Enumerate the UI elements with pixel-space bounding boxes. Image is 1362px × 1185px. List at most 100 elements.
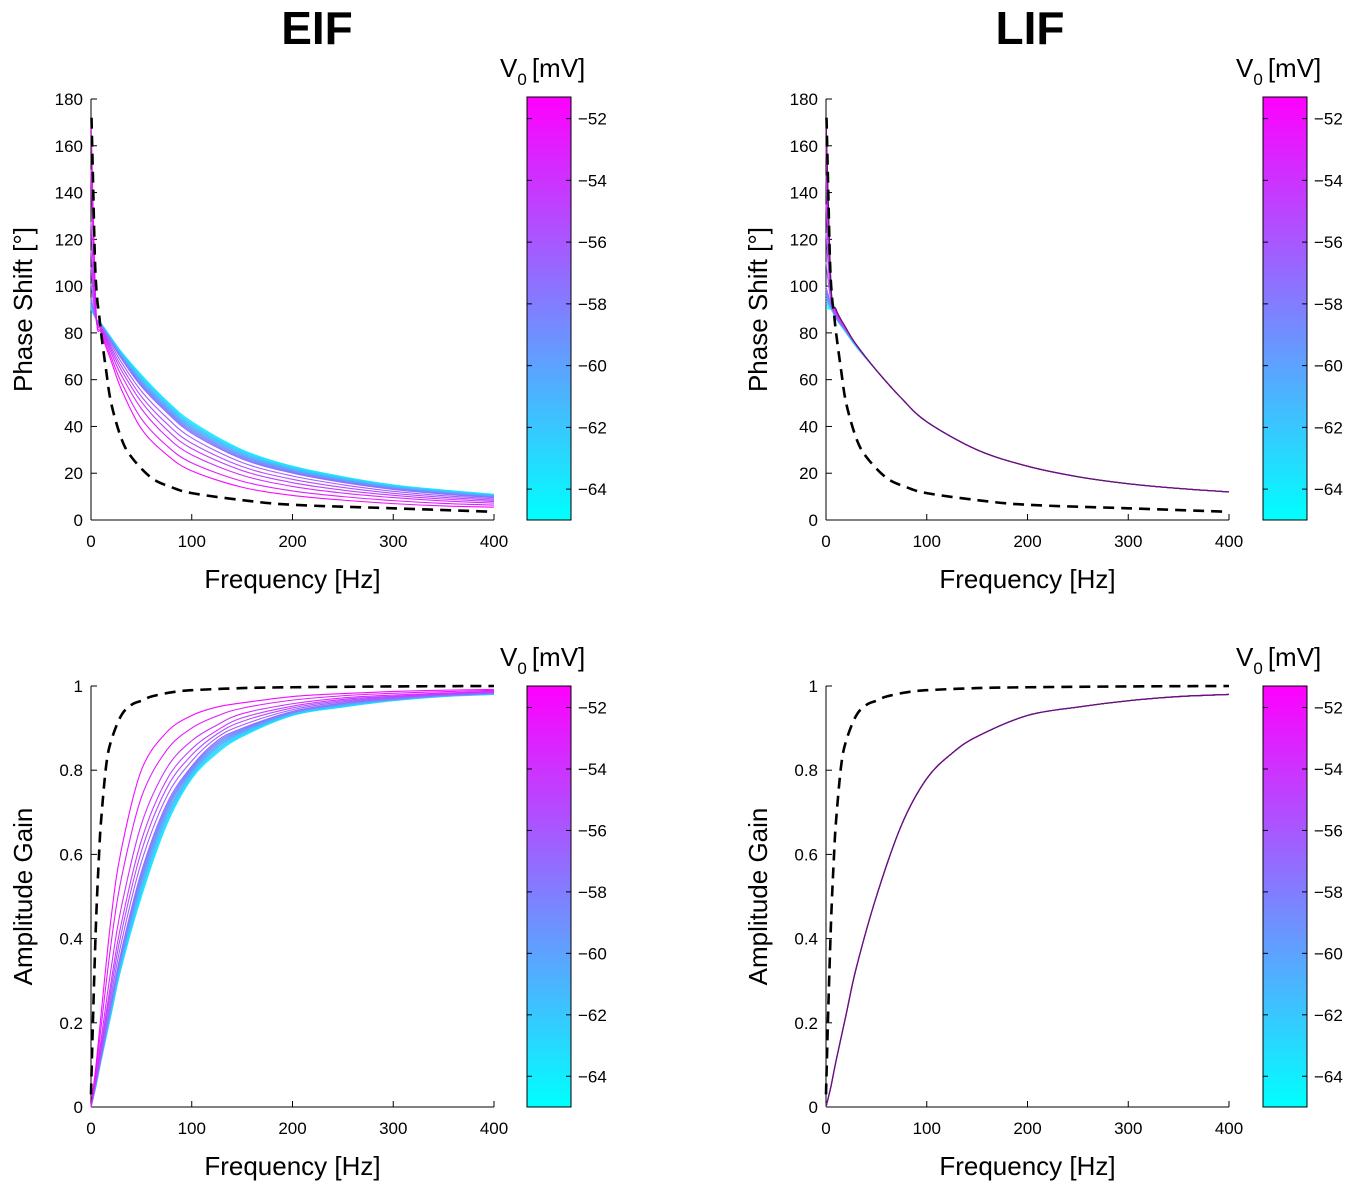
voltage-curve [90, 307, 495, 496]
x-tick-label: 300 [379, 1119, 407, 1138]
colorbar-gradient [1262, 96, 1308, 521]
x-tick-label: 400 [1215, 532, 1243, 551]
y-axis-label: Amplitude Gain [8, 808, 38, 986]
y-tick-label: 0.6 [794, 845, 818, 864]
voltage-curve [90, 692, 495, 1108]
panel-eif-phase: 0 20 40 60 80 100 120 140 160 180 0 100 200 300 400 Fre… [8, 90, 508, 594]
colorbar-label-subscript: 0 [1253, 659, 1262, 678]
reference-dashed-curve [825, 117, 1230, 514]
x-tick-label: 200 [1013, 1119, 1041, 1138]
colorbar-tick-label: −60 [1314, 944, 1343, 963]
x-tick-label: 100 [178, 532, 206, 551]
y-tick-label: 140 [55, 184, 83, 203]
y-tick-label: 0 [809, 511, 818, 530]
voltage-curve [825, 693, 1230, 1108]
y-tick-label: 0.2 [794, 1014, 818, 1033]
y-tick-label: 80 [799, 324, 818, 343]
y-tick-label: 0 [809, 1098, 818, 1117]
x-tick-label: 0 [821, 532, 830, 551]
x-tick-label: 100 [913, 1119, 941, 1138]
colorbar-tick-label: −56 [1314, 821, 1343, 840]
colorbar-tick-label: −62 [1314, 418, 1343, 437]
voltage-curves [90, 117, 495, 508]
colorbar-tick-label: −60 [1314, 357, 1343, 376]
colorbar-label-subscript: 0 [517, 659, 526, 678]
voltage-curve [825, 286, 1230, 493]
voltage-curve [825, 693, 1230, 1108]
voltage-curve [825, 693, 1230, 1108]
voltage-curve [825, 693, 1230, 1108]
voltage-curve [825, 693, 1230, 1108]
colorbar-tick-label: −58 [578, 883, 607, 902]
column-title-eif: EIF [281, 2, 353, 54]
voltage-curves [825, 693, 1230, 1108]
colorbar-tick-label: −52 [1314, 110, 1343, 129]
colorbar-tick-label: −56 [578, 233, 607, 252]
voltage-curve [90, 693, 495, 1108]
y-tick-label: 160 [55, 137, 83, 156]
voltage-curve [825, 693, 1230, 1108]
colorbar-label: V0 [mV] [500, 642, 585, 678]
voltage-curve [90, 250, 495, 503]
x-tick-label: 400 [480, 532, 508, 551]
colorbar-label-main: V [1236, 642, 1254, 672]
colorbar-lif-phase: −52 −54 −56 −58 −60 −62 −64 V0 [mV] [1236, 53, 1343, 521]
y-tick-label: 100 [790, 277, 818, 296]
voltage-curve [825, 693, 1230, 1108]
colorbar-label-main: V [1236, 53, 1254, 83]
colorbar-gradient [526, 685, 572, 1108]
panel-lif-gain: 0 0.2 0.4 0.6 0.8 1 0 100 200 300 400 Frequency [Hz… [743, 677, 1243, 1181]
colorbar-tick-label: −52 [1314, 699, 1343, 718]
voltage-curve [825, 693, 1230, 1108]
y-axis-label: Phase Shift [°] [8, 227, 38, 392]
x-tick-label: 100 [913, 532, 941, 551]
voltage-curve [825, 303, 1230, 493]
colorbar-label: V0 [mV] [1236, 642, 1321, 678]
colorbar-tick-label: −62 [1314, 1006, 1343, 1025]
colorbar-tick-label: −58 [1314, 295, 1343, 314]
voltage-curve [90, 692, 495, 1108]
y-axis-label: Amplitude Gain [743, 808, 773, 986]
x-tick-label: 200 [278, 532, 306, 551]
colorbar-tick-label: −56 [1314, 233, 1343, 252]
colorbar-tick-label: −64 [578, 480, 607, 499]
y-tick-label: 0.2 [59, 1014, 83, 1033]
x-axis-label: Frequency [Hz] [204, 564, 380, 594]
y-tick-label: 0.8 [794, 761, 818, 780]
colorbar-gradient [526, 96, 572, 521]
colorbar-tick-label: −52 [578, 110, 607, 129]
colorbar-tick-label: −54 [1314, 171, 1343, 190]
reference-dashed-curve [90, 117, 495, 514]
colorbar-label-unit: [mV] [1268, 642, 1321, 672]
voltage-curve [90, 169, 495, 506]
y-tick-label: 60 [64, 371, 83, 390]
voltage-curves [825, 117, 1230, 493]
colorbar-tick-label: −58 [1314, 883, 1343, 902]
y-tick-label: 160 [790, 137, 818, 156]
y-tick-label: 120 [55, 230, 83, 249]
voltage-curve [825, 693, 1230, 1108]
voltage-curve [825, 693, 1230, 1108]
x-axis-label: Frequency [Hz] [939, 564, 1115, 594]
voltage-curve [90, 693, 495, 1108]
colorbar-tick-label: −54 [578, 760, 607, 779]
x-tick-label: 100 [178, 1119, 206, 1138]
colorbar-label: V0 [mV] [500, 53, 585, 89]
y-tick-label: 100 [55, 277, 83, 296]
x-tick-label: 200 [278, 1119, 306, 1138]
voltage-curve [90, 117, 495, 508]
voltage-curve [825, 146, 1230, 493]
voltage-curves [90, 688, 495, 1108]
y-tick-label: 20 [799, 464, 818, 483]
y-tick-label: 0 [74, 1098, 83, 1117]
colorbar-tick-label: −52 [578, 699, 607, 718]
reference-dashed-curve [89, 684, 495, 1095]
voltage-curve [90, 691, 495, 1108]
colorbar-label-unit: [mV] [532, 642, 585, 672]
x-tick-label: 200 [1013, 532, 1041, 551]
colorbar-tick-label: −64 [1314, 480, 1343, 499]
voltage-curve [90, 221, 495, 504]
colorbar-label-subscript: 0 [1253, 70, 1262, 89]
voltage-curve [90, 692, 495, 1108]
colorbar-label-unit: [mV] [1268, 53, 1321, 83]
